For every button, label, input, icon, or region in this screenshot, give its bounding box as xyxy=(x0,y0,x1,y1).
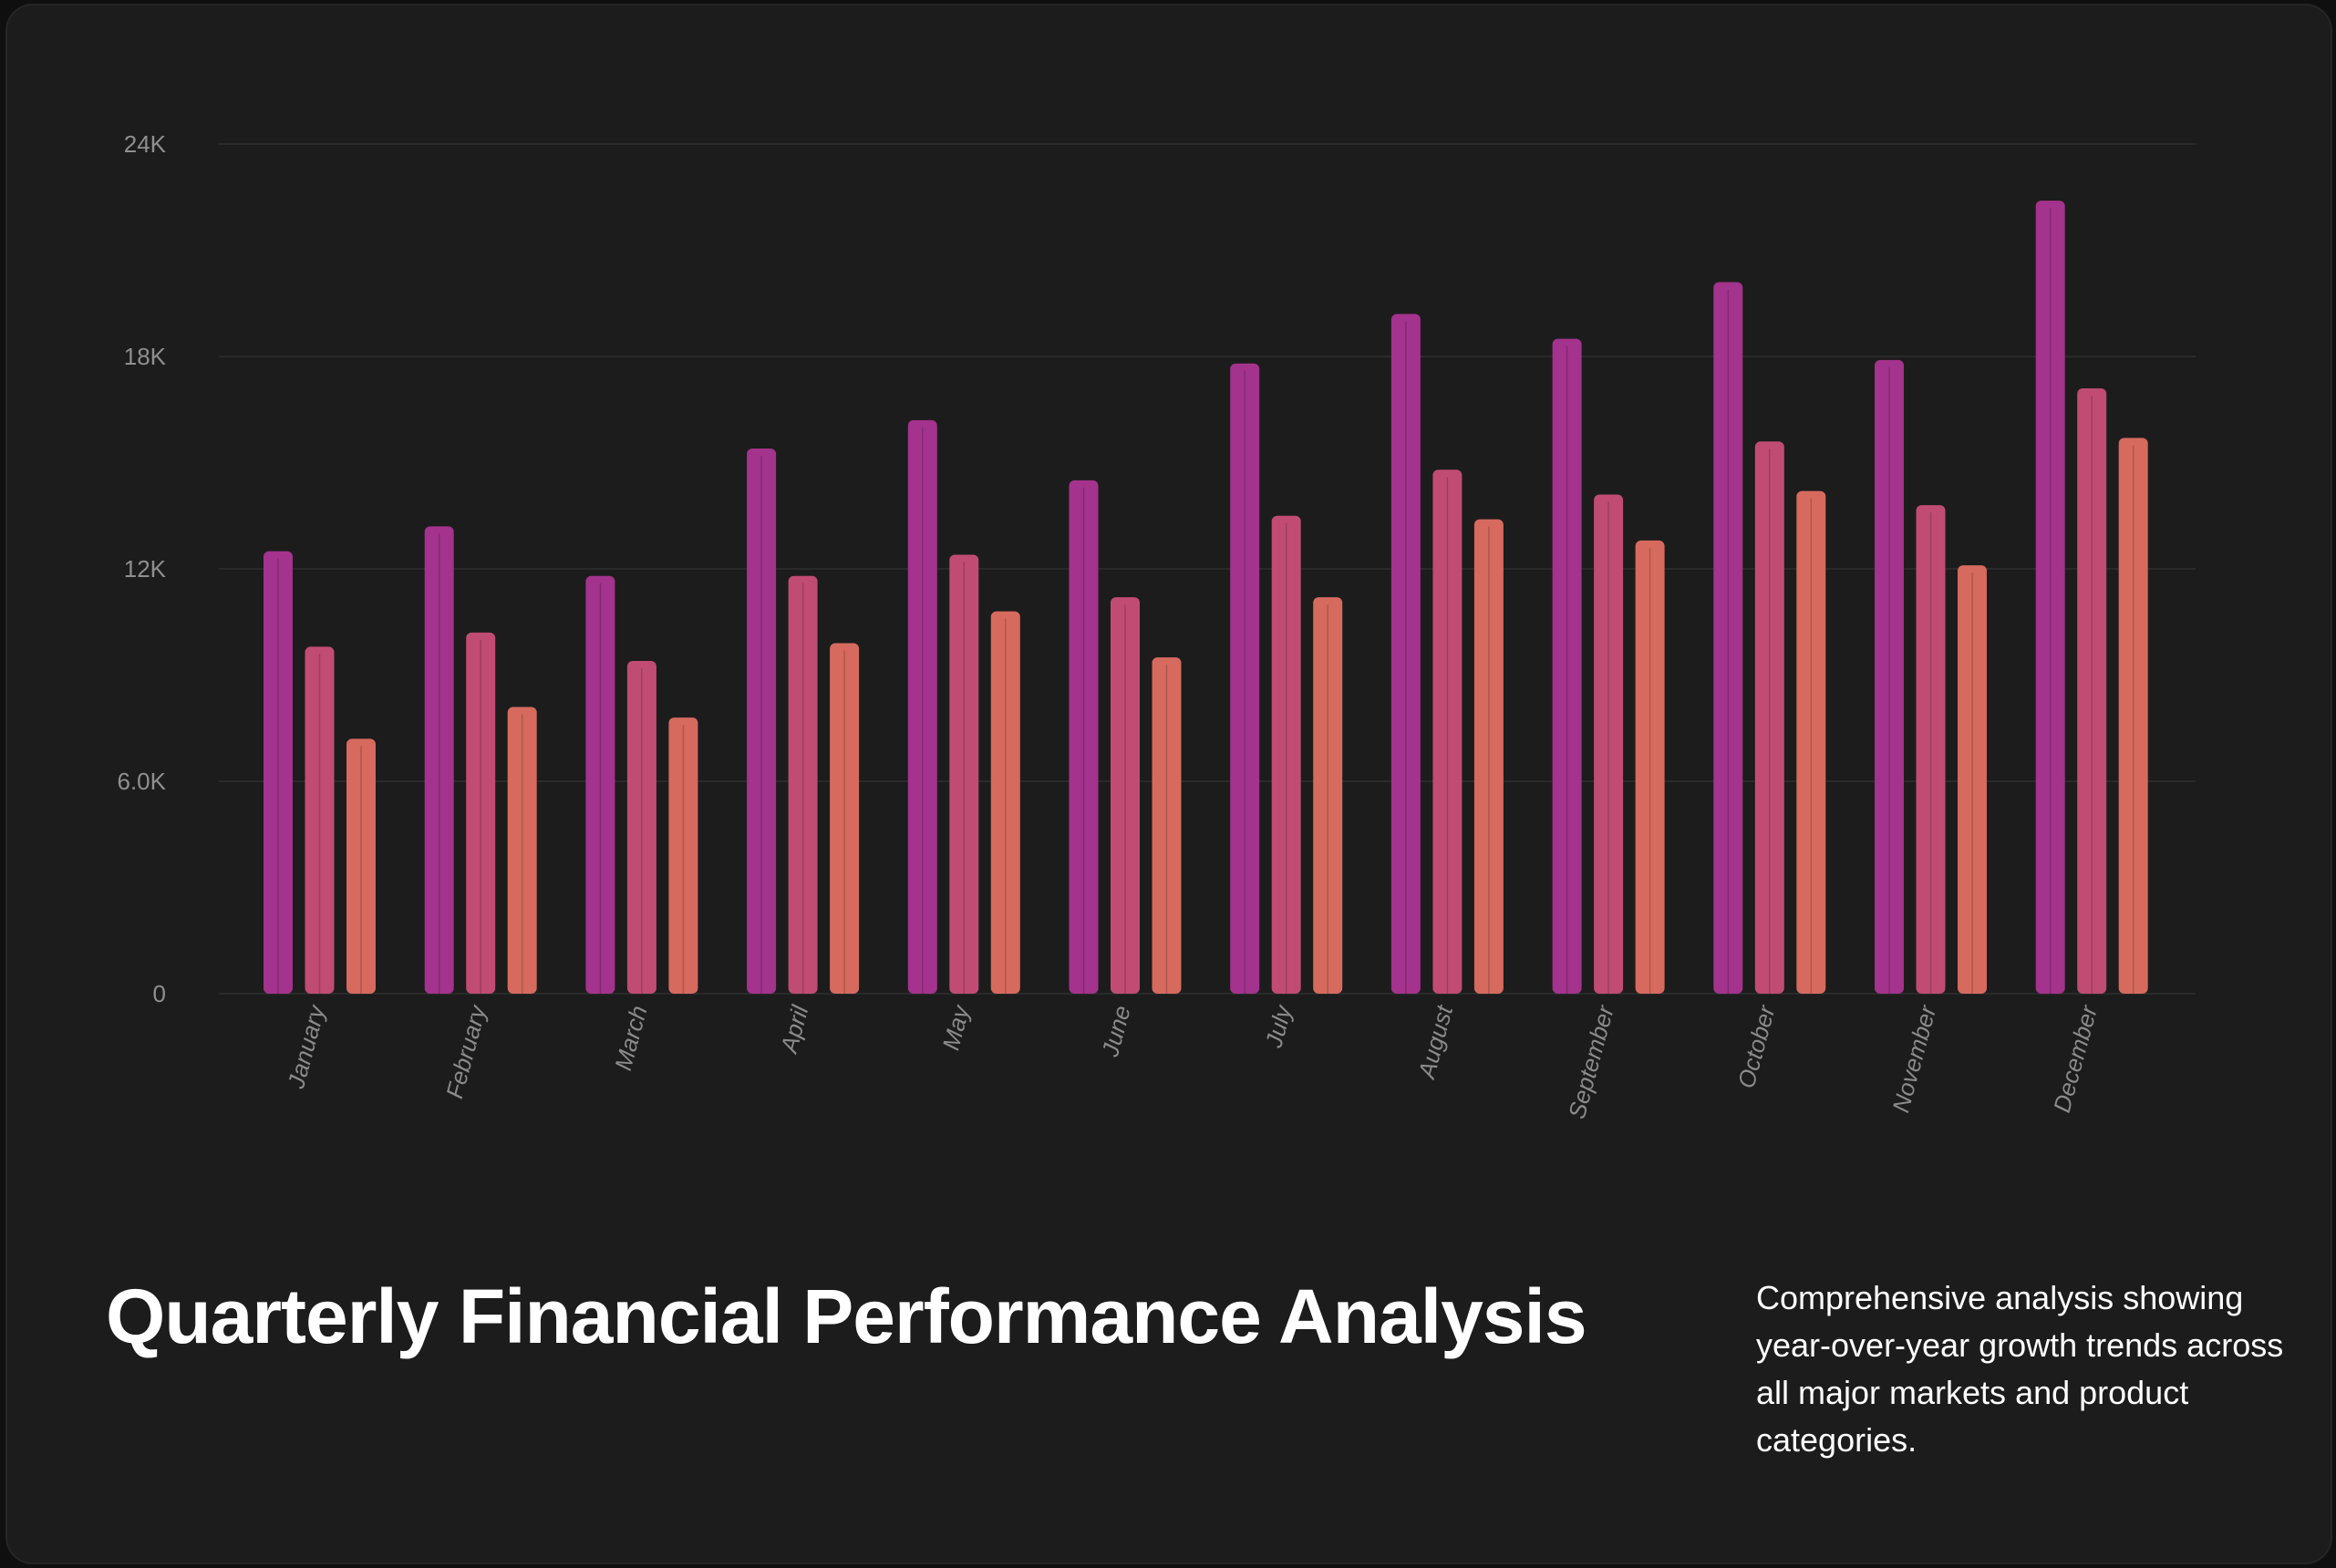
chart-card: 0 6.0K 12K 18K 24K January February March April… xyxy=(5,4,2332,1564)
x-tick-label: March xyxy=(609,1003,653,1074)
bar-1-january xyxy=(264,551,293,994)
x-tick-label: December xyxy=(2048,1001,2103,1115)
bar xyxy=(788,575,818,994)
bar-3-september xyxy=(1635,540,1665,994)
bar xyxy=(1390,314,1421,994)
x-tick-label: April xyxy=(774,1002,813,1057)
bar xyxy=(747,448,777,994)
y-tick-label: 0 xyxy=(153,980,166,1007)
bar-3-february xyxy=(507,707,537,994)
y-tick-label: 18K xyxy=(124,343,167,370)
bar xyxy=(1916,505,1946,994)
bar xyxy=(1111,597,1140,994)
bar-1-may xyxy=(907,419,937,994)
x-tick-label: May xyxy=(936,1001,975,1053)
bar-1-september xyxy=(1552,338,1582,994)
page-subtitle: Comprehensive analysis showing year-over… xyxy=(1756,1279,2284,1459)
bar xyxy=(1473,519,1504,994)
y-axis-ticks: 0 6.0K 12K 18K 24K xyxy=(118,130,167,1007)
bar-2-july xyxy=(1271,515,1301,994)
bar-3-may xyxy=(990,611,1020,994)
bar-2-december xyxy=(2077,387,2107,994)
bar-2-october xyxy=(1754,441,1784,994)
bar-2-april xyxy=(788,575,818,994)
bar xyxy=(1754,441,1784,994)
bars xyxy=(264,201,2148,995)
bar xyxy=(1796,490,1826,994)
bar xyxy=(990,611,1020,994)
bar xyxy=(2035,201,2065,995)
bar xyxy=(907,419,937,994)
bar xyxy=(1230,363,1260,994)
bar-1-july xyxy=(1230,363,1260,994)
bar-3-july xyxy=(1313,597,1343,994)
bar xyxy=(1552,338,1582,994)
bar xyxy=(1152,657,1182,994)
bar-3-march xyxy=(668,717,698,994)
bar-3-april xyxy=(830,643,860,994)
x-tick-label: September xyxy=(1563,1001,1619,1121)
bar xyxy=(1875,359,1904,995)
bar-3-october xyxy=(1796,490,1826,994)
bar-3-january xyxy=(346,738,376,994)
bar xyxy=(1958,565,1987,994)
bar-2-february xyxy=(466,632,496,994)
bar-1-december xyxy=(2035,201,2065,995)
bar-2-march xyxy=(626,660,656,994)
bar xyxy=(2077,387,2107,994)
bar-chart: 0 6.0K 12K 18K 24K January February March April… xyxy=(118,130,2196,1122)
bar xyxy=(830,643,860,994)
y-tick-label: 24K xyxy=(124,130,167,158)
bar xyxy=(1271,515,1301,994)
bar xyxy=(1635,540,1665,994)
bar-1-february xyxy=(424,526,454,994)
bar xyxy=(507,707,537,994)
x-tick-label: January xyxy=(282,1001,331,1092)
bar xyxy=(346,738,376,994)
bar xyxy=(668,717,698,994)
bar-1-april xyxy=(747,448,777,994)
page-title: Quarterly Financial Performance Analysis xyxy=(106,1274,1587,1359)
bar xyxy=(1069,480,1099,994)
bar-1-june xyxy=(1069,480,1099,994)
bar-3-december xyxy=(2118,438,2148,995)
bar xyxy=(585,575,615,994)
bar-2-august xyxy=(1432,469,1463,994)
bar-1-march xyxy=(585,575,615,994)
bar xyxy=(424,526,454,994)
bar xyxy=(1713,282,1743,994)
bar-1-november xyxy=(1875,359,1904,995)
y-tick-label: 6.0K xyxy=(118,768,167,795)
x-tick-label: June xyxy=(1096,1003,1136,1060)
x-tick-label: October xyxy=(1732,1002,1781,1091)
bar xyxy=(1594,494,1624,994)
bar xyxy=(264,551,293,994)
bar xyxy=(2118,438,2148,995)
bar-3-june xyxy=(1152,657,1182,994)
bar xyxy=(305,646,335,994)
gridlines xyxy=(219,143,2196,995)
bar-2-september xyxy=(1594,494,1624,994)
bar-3-august xyxy=(1473,519,1504,994)
bar-1-october xyxy=(1713,282,1743,994)
bar xyxy=(1432,469,1463,994)
x-tick-label: November xyxy=(1886,1001,1941,1115)
y-tick-label: 12K xyxy=(124,555,167,583)
x-axis-ticks: January February March April May June July Augu… xyxy=(282,1001,2103,1122)
bar-3-november xyxy=(1958,565,1987,994)
bar-2-june xyxy=(1111,597,1140,994)
bar-2-january xyxy=(305,646,335,994)
bar xyxy=(1313,597,1343,994)
bar-2-may xyxy=(949,554,979,994)
bar xyxy=(626,660,656,994)
bar xyxy=(949,554,979,994)
x-tick-label: July xyxy=(1259,1001,1297,1051)
bar-2-november xyxy=(1916,505,1946,994)
bar xyxy=(466,632,496,994)
x-tick-label: February xyxy=(440,1001,491,1101)
x-tick-label: August xyxy=(1412,1001,1459,1083)
bar-1-august xyxy=(1390,314,1421,994)
